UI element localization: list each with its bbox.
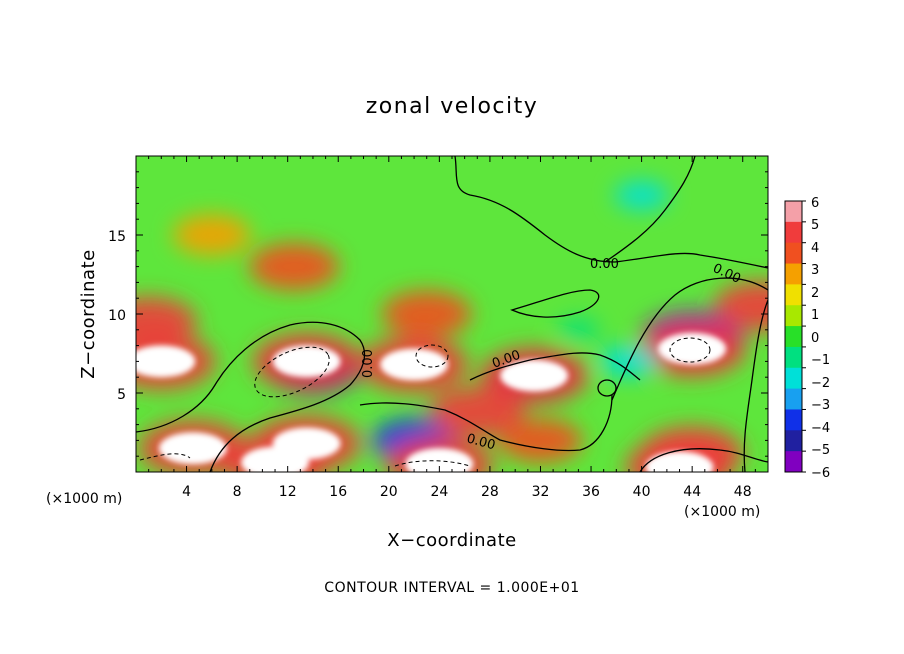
dashed-contour-2: [415, 344, 449, 368]
colorbar-tick-label: −3: [811, 398, 830, 413]
axis-ticks: [136, 156, 768, 472]
colorbar-tick-label: 2: [811, 286, 819, 301]
colorbar-tick-label: −4: [811, 421, 830, 436]
colorbar-tick-label: −6: [811, 466, 830, 481]
chart-title: zonal velocity: [366, 94, 539, 119]
saturated-core: [136, 345, 196, 378]
zero-contour-eastwall: [743, 299, 768, 472]
dashed-contour-5: [394, 460, 471, 467]
colorbar-tick-label: 4: [811, 241, 819, 256]
y-tick-label: 5: [117, 387, 126, 403]
zero-contour-upper-blob: [510, 289, 600, 318]
dashed-contour-4: [139, 453, 191, 461]
plot-area: 0.00 0.00 0.00 0.00 0.00: [135, 155, 769, 473]
x-tick-label: 48: [734, 484, 752, 500]
colorbar-tick-label: 6: [811, 196, 819, 211]
colorbar-tick-label: 5: [811, 218, 819, 233]
colorbar-tick-label: −5: [811, 443, 830, 458]
x-tick-label: 24: [430, 484, 448, 500]
x-units-left: (×1000 m): [46, 491, 122, 507]
colorbar-tick-label: −2: [811, 376, 830, 391]
colorbar-swatch: [785, 201, 802, 223]
colorbar-swatch: [785, 305, 802, 327]
zero-contour-tongue: [469, 352, 641, 381]
saturated-core: [272, 427, 341, 460]
zero-contour-left: [136, 321, 366, 472]
field-blob: [381, 290, 472, 338]
colorbar-swatch: [785, 346, 802, 369]
field-blob: [429, 386, 526, 437]
saturated-core: [158, 432, 227, 465]
saturated-core: [500, 359, 569, 392]
colorbar: [784, 200, 806, 473]
colorbar-swatch: [785, 263, 802, 285]
saturated-core: [380, 348, 449, 381]
saturated-core: [405, 448, 474, 472]
colorbar-swatch: [785, 242, 802, 265]
field-blob: [498, 418, 583, 463]
zero-contour-upper: [454, 156, 768, 269]
x-units-right: (×1000 m): [684, 504, 760, 520]
contour-interval-note: CONTOUR INTERVAL = 1.000E+01: [324, 580, 579, 596]
field-blob: [614, 181, 669, 210]
colorbar-swatch: [785, 221, 802, 244]
colorbar-frame: [784, 200, 803, 473]
x-tick-label: 32: [532, 484, 550, 500]
negative-contours: [139, 337, 711, 467]
x-axis-label: X−coordinate: [387, 530, 516, 551]
zero-contour-ridge: [604, 156, 696, 263]
contour-label: 0.00: [465, 431, 497, 453]
colorbar-tick-label: 0: [811, 331, 819, 346]
zero-contour-mid: [359, 394, 613, 452]
zero-contour-lowright: [639, 448, 768, 472]
x-tick-label: 20: [380, 484, 398, 500]
colorbar-swatch: [785, 430, 802, 452]
velocity-cores: [136, 332, 727, 472]
zero-contour-ring: [597, 379, 617, 397]
field-blob: [249, 243, 339, 291]
saturated-core: [658, 332, 727, 365]
dashed-contour-3: [669, 337, 711, 363]
x-tick-label: 44: [683, 484, 701, 500]
colorbar-swatch: [785, 326, 802, 348]
y-axis-label: Z−coordinate: [78, 249, 99, 378]
x-tick-label: 40: [633, 484, 651, 500]
dashed-contour-1: [254, 346, 330, 398]
field-blob: [136, 296, 197, 347]
saturated-core: [272, 345, 341, 378]
colorbar-swatch: [785, 451, 802, 473]
x-tick-label: 8: [233, 484, 242, 500]
contour-label: 0.00: [590, 257, 619, 272]
colorbar-swatch: [785, 367, 802, 390]
colorbar-swatch: [785, 284, 802, 306]
colorbar-swatch: [785, 409, 802, 431]
colorbar-tick-label: 1: [811, 308, 819, 323]
y-tick-label: 15: [108, 229, 126, 245]
colorbar-tick-label: −1: [811, 353, 830, 368]
x-tick-label: 28: [481, 484, 499, 500]
field-blob: [557, 318, 600, 342]
x-tick-label: 36: [582, 484, 600, 500]
x-tick-label: 16: [329, 484, 347, 500]
field-blob: [172, 214, 251, 256]
field-blob: [713, 281, 768, 332]
contour-label: 0.00: [361, 349, 376, 378]
saturated-core: [645, 451, 714, 472]
x-tick-label: 12: [279, 484, 297, 500]
colorbar-swatch: [785, 388, 802, 410]
y-tick-label: 10: [108, 308, 126, 324]
zero-contour-east: [611, 277, 768, 401]
x-tick-label: 4: [182, 484, 191, 500]
colorbar-tick-label: 3: [811, 263, 819, 278]
contour-lines: [136, 156, 768, 472]
